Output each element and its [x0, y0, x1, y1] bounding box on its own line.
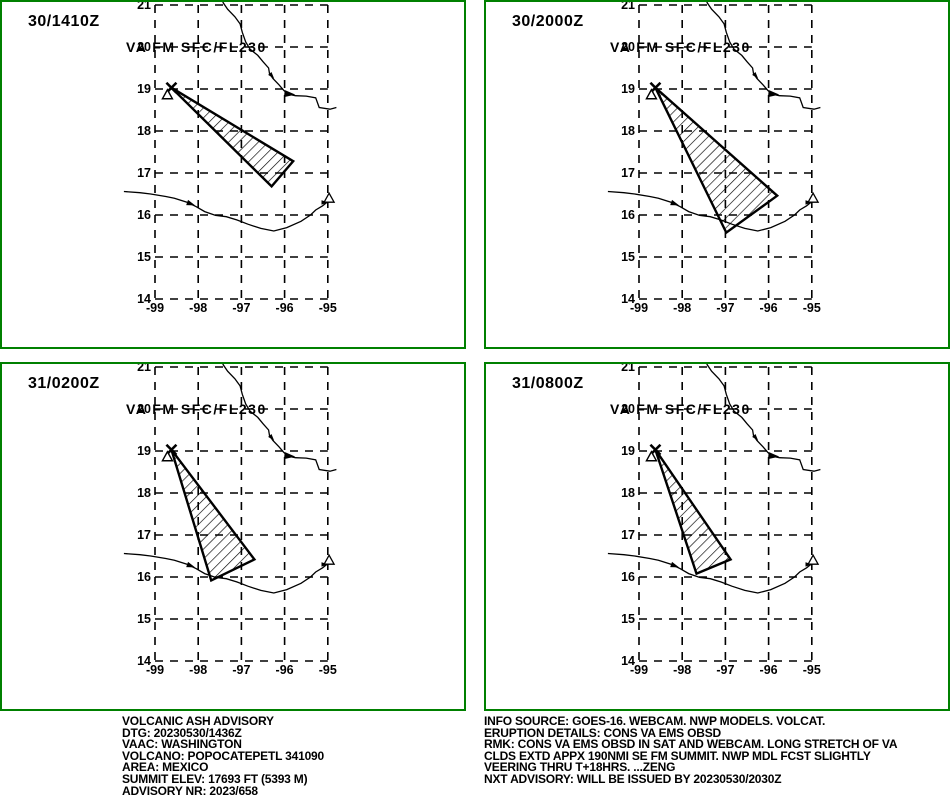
va-layer-label: VA FM SFC/FL230 [610, 401, 751, 417]
advisory-text-line: NXT ADVISORY: WILL BE ISSUED BY 20230530… [484, 771, 782, 786]
svg-text:17: 17 [621, 528, 635, 542]
panel-valid-time: 30/1410Z [28, 13, 100, 30]
svg-text:-98: -98 [673, 663, 691, 677]
svg-text:-99: -99 [630, 663, 648, 677]
svg-text:20: 20 [621, 402, 635, 416]
svg-text:17: 17 [137, 166, 151, 180]
advisory-text-line: SUMMIT ELEV: 17693 FT (5393 M) [122, 771, 308, 786]
svg-text:19: 19 [137, 444, 151, 458]
svg-text:20: 20 [621, 40, 635, 54]
svg-text:-96: -96 [760, 663, 778, 677]
svg-text:-96: -96 [276, 301, 294, 315]
svg-text:14: 14 [621, 292, 635, 306]
svg-text:15: 15 [621, 612, 635, 626]
svg-text:-97: -97 [716, 301, 734, 315]
svg-text:14: 14 [621, 654, 635, 668]
forecast-panel-3: 21 20 19 18 17 16 15 14 -99 -98 -97 -96 -95 31/0200Z… [0, 362, 466, 711]
svg-text:21: 21 [621, 2, 635, 12]
panel-valid-time: 30/2000Z [512, 13, 584, 30]
svg-text:-98: -98 [189, 301, 207, 315]
svg-text:-98: -98 [189, 663, 207, 677]
svg-text:-96: -96 [276, 663, 294, 677]
svg-text:16: 16 [137, 208, 151, 222]
advisory-text-line: VOLCANIC ASH ADVISORY [122, 714, 274, 728]
svg-text:-97: -97 [232, 301, 250, 315]
forecast-panel-2: 21 20 19 18 17 16 15 14 -99 -98 -97 -96 -95 30/2000Z… [484, 0, 950, 349]
advisory-text-line: CLDS EXTD APPX 190NMI SE FM SUMMIT. NWP … [484, 748, 871, 763]
advisory-text-line: VOLCANO: POPOCATEPETL 341090 [122, 748, 325, 763]
svg-text:14: 14 [137, 292, 151, 306]
svg-text:21: 21 [621, 364, 635, 374]
advisory-text-line: VEERING THRU T+18HRS. ...ZENG [484, 760, 676, 775]
advisory-text-line: ADVISORY NR: 2023/658 [122, 783, 258, 798]
svg-text:-98: -98 [673, 301, 691, 315]
svg-text:-99: -99 [146, 663, 164, 677]
svg-text:16: 16 [137, 570, 151, 584]
svg-text:16: 16 [621, 570, 635, 584]
svg-text:19: 19 [621, 82, 635, 96]
svg-text:-95: -95 [803, 301, 821, 315]
va-layer-label: VA FM SFC/FL230 [126, 39, 267, 55]
forecast-panel-1: 21 20 19 18 17 16 15 14 -99 -98 -97 -96 -95 30/1410Z… [0, 0, 466, 349]
svg-text:-95: -95 [803, 663, 821, 677]
svg-text:21: 21 [137, 2, 151, 12]
svg-text:-97: -97 [232, 663, 250, 677]
panel-valid-time: 31/0200Z [28, 375, 100, 392]
svg-text:-99: -99 [630, 301, 648, 315]
map-canvas-1: 21 20 19 18 17 16 15 14-99 -98 -97 -96 -95 [123, 2, 337, 315]
svg-text:14: 14 [137, 654, 151, 668]
advisory-text-line: INFO SOURCE: GOES-16. WEBCAM. NWP MODELS… [484, 714, 826, 728]
advisory-remarks-block: INFO SOURCE: GOES-16. WEBCAM. NWP MODELS… [484, 714, 898, 786]
advisory-header-block: VOLCANIC ASH ADVISORY DTG: 20230530/1436… [122, 714, 325, 798]
svg-text:-95: -95 [319, 301, 337, 315]
svg-text:18: 18 [137, 124, 151, 138]
va-layer-label: VA FM SFC/FL230 [126, 401, 267, 417]
advisory-text-line: VAAC: WASHINGTON [122, 737, 242, 752]
svg-text:-96: -96 [760, 301, 778, 315]
svg-text:-97: -97 [716, 663, 734, 677]
svg-text:18: 18 [621, 486, 635, 500]
svg-text:18: 18 [137, 486, 151, 500]
svg-text:16: 16 [621, 208, 635, 222]
svg-text:-99: -99 [146, 301, 164, 315]
svg-text:17: 17 [137, 528, 151, 542]
svg-text:-95: -95 [319, 663, 337, 677]
svg-text:15: 15 [621, 250, 635, 264]
map-canvas-4: 21 20 19 18 17 16 15 14-99 -98 -97 -96 -95 [607, 364, 821, 677]
svg-text:19: 19 [621, 444, 635, 458]
forecast-panel-4: 21 20 19 18 17 16 15 14 -99 -98 -97 -96 -95 31/0800Z… [484, 362, 950, 711]
svg-text:19: 19 [137, 82, 151, 96]
svg-text:15: 15 [137, 612, 151, 626]
advisory-text-line: ERUPTION DETAILS: CONS VA EMS OBSD [484, 725, 721, 740]
map-canvas-2: 21 20 19 18 17 16 15 14-99 -98 -97 -96 -95 [607, 2, 821, 315]
svg-text:15: 15 [137, 250, 151, 264]
panel-valid-time: 31/0800Z [512, 375, 584, 392]
advisory-text-line: DTG: 20230530/1436Z [122, 725, 242, 740]
va-layer-label: VA FM SFC/FL230 [610, 39, 751, 55]
advisory-text-line: AREA: MEXICO [122, 760, 209, 775]
advisory-text-line: RMK: CONS VA EMS OBSD IN SAT AND WEBCAM.… [484, 737, 898, 752]
svg-text:20: 20 [137, 402, 151, 416]
map-canvas-3: 21 20 19 18 17 16 15 14-99 -98 -97 -96 -95 [123, 364, 337, 677]
svg-text:20: 20 [137, 40, 151, 54]
svg-text:18: 18 [621, 124, 635, 138]
svg-text:17: 17 [621, 166, 635, 180]
svg-text:21: 21 [137, 364, 151, 374]
